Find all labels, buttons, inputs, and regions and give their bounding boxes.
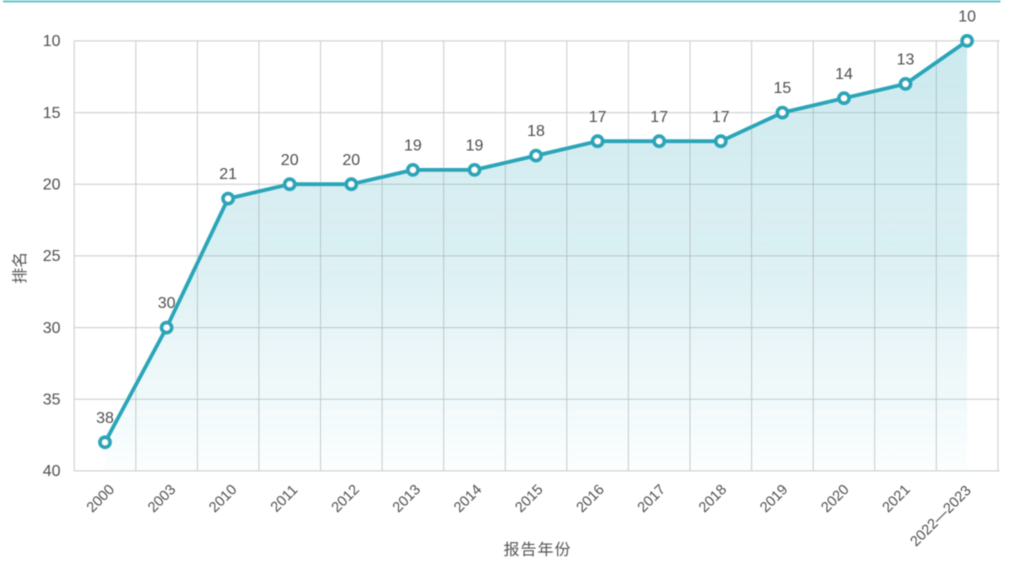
svg-text:25: 25 [43,248,61,265]
svg-text:2015: 2015 [512,482,546,516]
svg-text:19: 19 [404,138,422,155]
svg-text:38: 38 [96,410,114,427]
svg-text:2000: 2000 [84,482,118,516]
svg-text:20: 20 [281,152,299,169]
svg-text:15: 15 [774,80,792,97]
svg-text:14: 14 [835,66,853,83]
svg-text:15: 15 [43,105,61,122]
svg-text:2013: 2013 [390,482,424,516]
svg-text:2018: 2018 [696,482,730,516]
svg-text:21: 21 [219,166,237,183]
svg-text:2003: 2003 [145,482,179,516]
svg-text:2017: 2017 [635,482,669,516]
svg-text:17: 17 [589,109,607,126]
svg-text:20: 20 [43,176,61,193]
svg-text:13: 13 [897,52,915,69]
svg-text:2016: 2016 [574,482,608,516]
svg-text:10: 10 [43,33,61,50]
svg-text:2011: 2011 [268,482,301,515]
svg-text:17: 17 [712,109,730,126]
svg-text:30: 30 [43,320,61,337]
svg-text:20: 20 [342,152,360,169]
svg-text:2020: 2020 [818,482,852,516]
svg-text:19: 19 [466,138,484,155]
svg-text:10: 10 [958,9,976,26]
svg-text:2014: 2014 [451,482,485,516]
svg-text:2010: 2010 [206,482,240,516]
svg-text:2012: 2012 [329,482,363,516]
svg-text:40: 40 [43,463,61,480]
svg-text:35: 35 [43,391,61,408]
svg-text:2021: 2021 [880,482,914,516]
svg-text:17: 17 [650,109,668,126]
svg-text:30: 30 [158,295,176,312]
svg-text:18: 18 [527,123,545,140]
svg-text:2022—2023: 2022—2023 [907,483,974,550]
svg-text:2019: 2019 [757,482,791,516]
